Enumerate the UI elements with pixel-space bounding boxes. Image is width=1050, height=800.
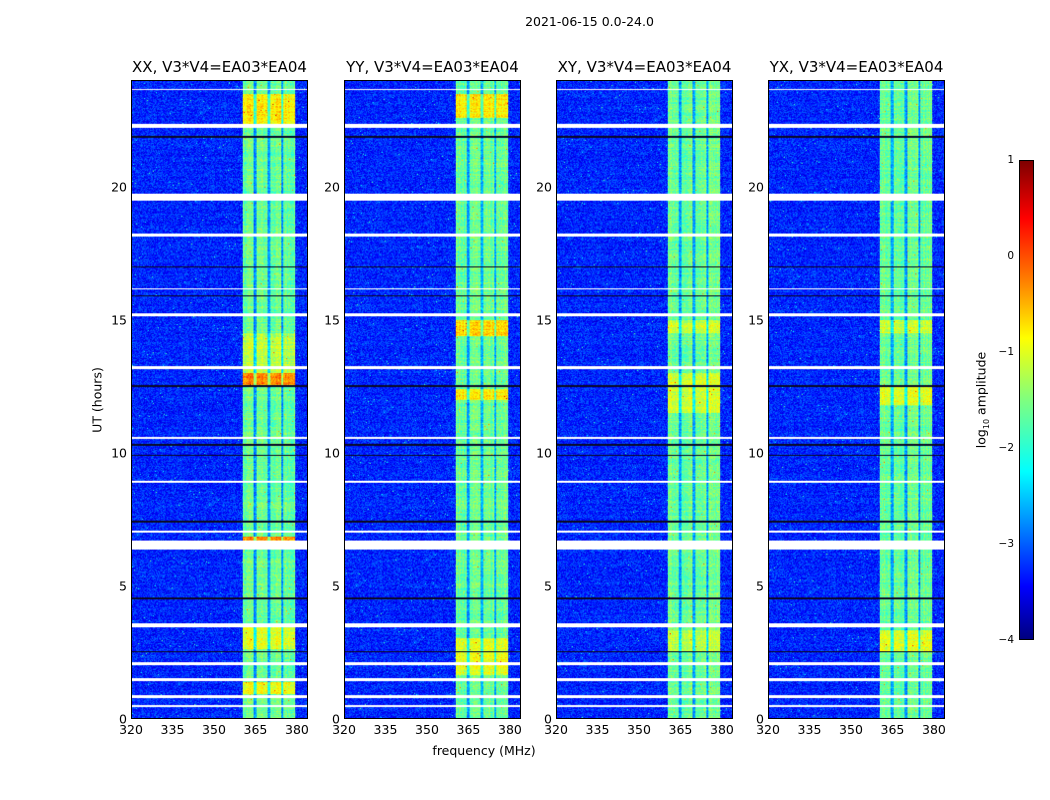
colorbar-label: log10 amplitude bbox=[973, 352, 991, 448]
x-tick-label: 380 bbox=[285, 722, 309, 737]
waterfall-heatmap-xx bbox=[131, 80, 308, 719]
y-tick-label: 15 bbox=[324, 312, 340, 328]
x-tick-label: 335 bbox=[585, 722, 610, 737]
panel-title: XX, V3*V4=EA03*EA04 bbox=[132, 58, 307, 76]
x-tick-label: 320 bbox=[756, 722, 780, 737]
y-tick-label: 15 bbox=[748, 312, 764, 328]
y-tick-label: 10 bbox=[536, 445, 552, 461]
x-tick-label: 350 bbox=[839, 722, 863, 737]
y-tick-label: 5 bbox=[119, 578, 127, 594]
y-tick-label: 20 bbox=[536, 179, 552, 194]
panel-yx: YX, V3*V4=EA03*EA04 bbox=[768, 58, 945, 719]
x-tick-label: 350 bbox=[415, 722, 439, 737]
colorbar-label-sub: 10 bbox=[981, 418, 991, 430]
y-tick-label: 20 bbox=[111, 179, 127, 194]
y-tick-label: 10 bbox=[111, 445, 127, 461]
colorbar-tick-label: −4 bbox=[998, 634, 1014, 646]
x-axis-label: frequency (MHz) bbox=[432, 743, 536, 758]
x-tick-label: 335 bbox=[373, 722, 398, 737]
colorbar-tick-label: 0 bbox=[1007, 250, 1014, 262]
y-tick-label: 5 bbox=[756, 578, 764, 594]
x-tick-label: 380 bbox=[922, 722, 946, 737]
y-tick-label: 0 bbox=[544, 711, 552, 727]
panel-xx: XX, V3*V4=EA03*EA04 bbox=[131, 58, 308, 719]
x-tick-label: 365 bbox=[668, 722, 693, 737]
colorbar-tick-label: −1 bbox=[998, 346, 1014, 358]
waterfall-heatmap-yx bbox=[768, 80, 945, 719]
waterfall-heatmap-xy bbox=[556, 80, 733, 719]
panel-title: XY, V3*V4=EA03*EA04 bbox=[557, 58, 732, 76]
colorbar-tick-label: −2 bbox=[998, 442, 1014, 454]
colorbar-label-prefix: log bbox=[973, 429, 989, 449]
x-tick-label: 350 bbox=[627, 722, 651, 737]
waterfall-heatmap-yy bbox=[344, 80, 521, 719]
x-tick-label: 335 bbox=[160, 722, 185, 737]
y-tick-label: 0 bbox=[332, 711, 340, 727]
y-tick-label: 5 bbox=[544, 578, 552, 594]
y-tick-label: 10 bbox=[324, 445, 340, 461]
x-tick-label: 380 bbox=[710, 722, 734, 737]
y-tick-label: 10 bbox=[748, 445, 764, 461]
x-tick-label: 320 bbox=[119, 722, 143, 737]
y-tick-label: 15 bbox=[536, 312, 552, 328]
panel-title: YX, V3*V4=EA03*EA04 bbox=[769, 58, 944, 76]
panel-title: YY, V3*V4=EA03*EA04 bbox=[346, 58, 519, 76]
y-axis-label: UT (hours) bbox=[89, 367, 105, 433]
x-tick-label: 380 bbox=[498, 722, 522, 737]
x-tick-label: 365 bbox=[880, 722, 905, 737]
y-tick-label: 0 bbox=[756, 711, 764, 727]
y-tick-label: 20 bbox=[324, 179, 340, 194]
x-tick-label: 365 bbox=[456, 722, 481, 737]
y-tick-label: 0 bbox=[119, 711, 127, 727]
colorbar-label-suffix: amplitude bbox=[973, 351, 989, 419]
x-tick-label: 320 bbox=[544, 722, 568, 737]
y-tick-label: 5 bbox=[332, 578, 340, 594]
figure-title: 2021-06-15 0.0-24.0 bbox=[525, 14, 654, 29]
x-tick-label: 365 bbox=[243, 722, 268, 737]
x-tick-label: 335 bbox=[797, 722, 822, 737]
x-tick-label: 320 bbox=[332, 722, 356, 737]
colorbar bbox=[1019, 160, 1034, 640]
colorbar-tick-label: 1 bbox=[1007, 154, 1014, 166]
colorbar-tick-label: −3 bbox=[998, 538, 1014, 550]
panel-xy: XY, V3*V4=EA03*EA04 bbox=[556, 58, 733, 719]
y-tick-label: 20 bbox=[748, 179, 764, 194]
x-tick-label: 350 bbox=[202, 722, 226, 737]
panel-yy: YY, V3*V4=EA03*EA04 bbox=[344, 58, 521, 719]
y-tick-label: 15 bbox=[111, 312, 127, 328]
